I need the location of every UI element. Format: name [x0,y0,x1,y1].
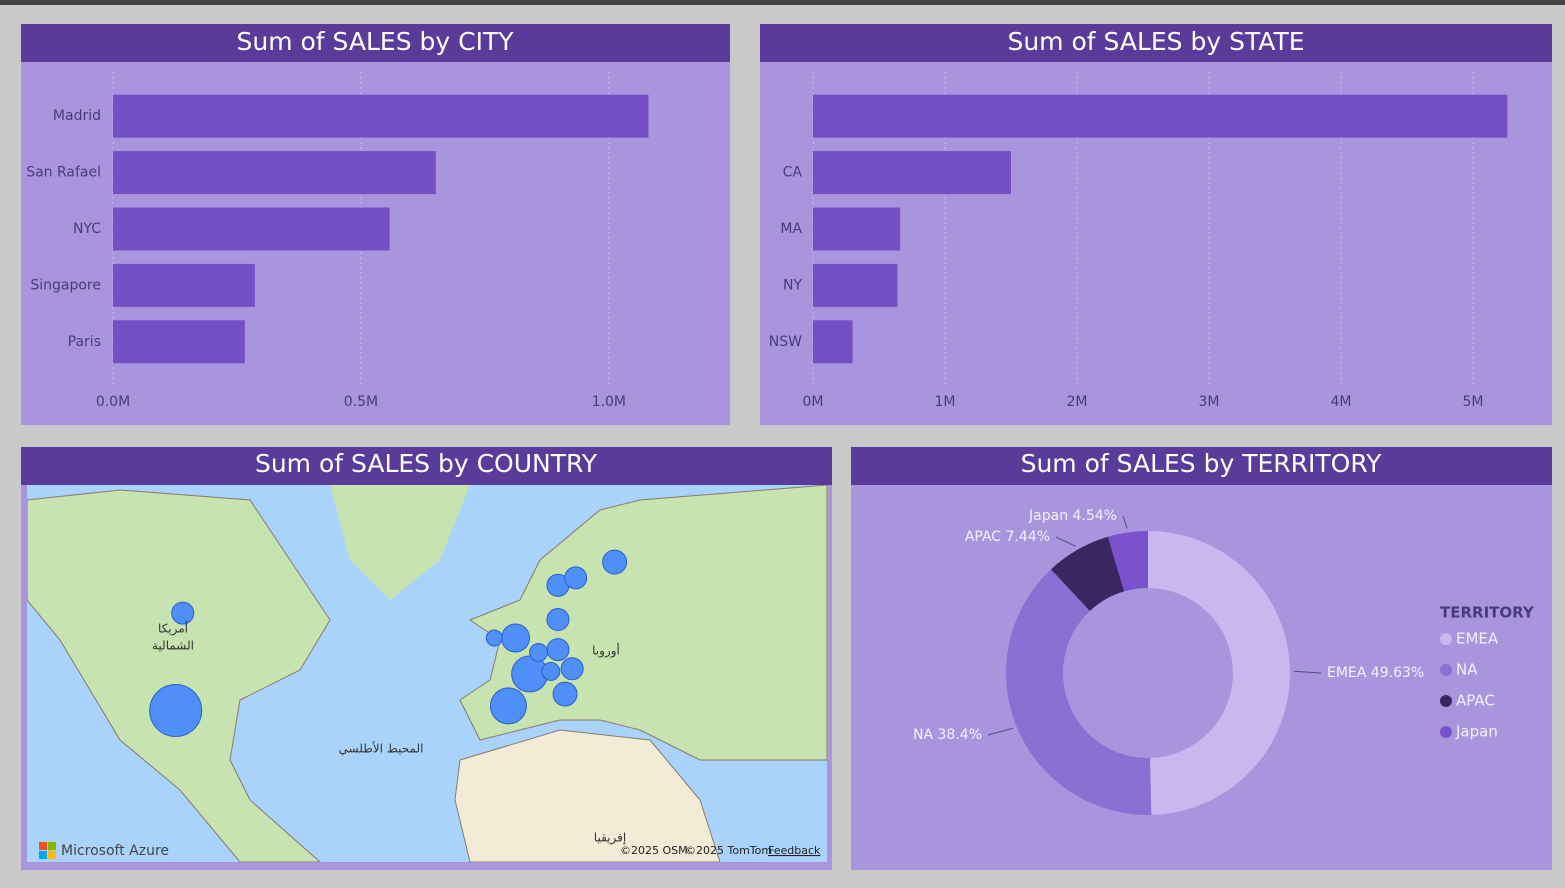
y-tick-label: Paris [68,334,101,350]
leader-line [987,727,1013,736]
legend-label: NA [1456,661,1478,679]
legend-swatch [1440,695,1452,707]
data-label: EMEA 49.63% [1327,665,1424,681]
bubble [546,638,570,662]
bubble [489,687,527,725]
attribution: ©2025 OSM [620,844,688,857]
attribution: Microsoft Azure [61,843,169,859]
legend-label: APAC [1456,692,1495,710]
bar [113,320,245,364]
legend-label: EMEA [1456,630,1499,648]
panel-header [21,447,832,485]
legend-title: TERRITORY [1440,604,1535,622]
panel [851,447,1552,870]
logo [48,842,56,850]
leader-line [1293,670,1322,674]
land [330,485,470,600]
bubble [546,608,570,632]
attribution: Feedback [768,844,821,857]
x-tick-label: 0.0M [96,394,130,410]
bubble [541,661,561,681]
bar [113,207,390,251]
chart-title: Sum of SALES by STATE [1007,27,1304,56]
land [27,489,331,862]
donut-slice [1108,531,1148,592]
y-tick-label: Singapore [30,277,101,293]
attribution: ©2025 TomTom [685,844,772,857]
logo [48,851,56,859]
x-tick-label: 1M [935,394,956,410]
bubble [149,684,203,738]
chart-title: Sum of SALES by COUNTRY [255,449,598,478]
y-tick-label: San Rafael [26,165,101,181]
x-tick-label: 0.5M [344,394,378,410]
donut-slice [1005,569,1152,815]
x-tick-label: 4M [1331,394,1352,410]
map-label: أمريكا [158,621,188,637]
bubble [501,623,530,653]
bubble [529,642,548,662]
legend-swatch [1440,726,1452,738]
x-tick-label: 2M [1067,394,1088,410]
logo [39,851,47,859]
leader-line [1055,536,1076,547]
bar [813,94,1508,138]
map-label: إفريقيا [594,831,626,846]
bar [113,151,436,195]
y-tick-label: NSW [769,334,802,350]
x-tick-label: 0M [803,394,824,410]
bubble [171,601,195,625]
legend-swatch [1440,633,1452,645]
y-tick-label: CA [783,165,803,181]
bubble [564,566,588,590]
map-label: الشمالية [152,639,194,653]
panel-header [21,24,730,62]
y-tick-label: Madrid [53,108,101,124]
x-tick-label: 1.0M [592,394,626,410]
logo [39,842,47,850]
data-label: APAC 7.44% [965,529,1050,545]
top-bar [0,0,1565,5]
x-tick-label: 5M [1463,394,1484,410]
bubble [552,681,578,707]
map-label: المحيط الأطلسي [339,741,424,756]
panel-header [851,447,1552,485]
data-label: Japan 4.54% [1028,508,1117,524]
x-tick-label: 3M [1199,394,1220,410]
data-label: NA 38.4% [913,727,982,743]
leader-line [1122,515,1128,529]
land [454,729,721,862]
legend-label: Japan [1455,723,1498,741]
bar [813,320,853,364]
y-tick-label: MA [780,221,802,237]
bubble [485,629,503,647]
map: أمريكا الشمالية المحيط الأطلسي أوروبا إفريقي… [27,485,827,862]
bar [813,263,898,307]
donut-slice [1148,531,1290,815]
y-tick-label: NYC [73,221,101,237]
bar [113,263,255,307]
chart-title: Sum of SALES by CITY [236,27,514,56]
y-tick-label: NY [783,277,802,293]
land [459,485,827,761]
bar [113,94,649,138]
bar [813,207,901,251]
panel-header [760,24,1552,62]
bar [813,151,1011,195]
bubble [560,657,584,681]
donut-slice [1050,536,1125,611]
chart-title: Sum of SALES by TERRITORY [1021,449,1383,478]
legend-swatch [1440,664,1452,676]
bubble [602,549,628,575]
map-label: أوروبا [592,643,620,659]
